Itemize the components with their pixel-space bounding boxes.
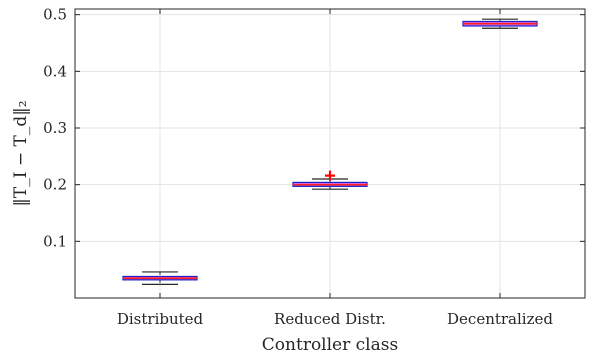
y-tick-label: 0.4 [43,62,67,80]
box-decentralized [462,18,538,29]
y-tick-label: 0.5 [43,6,67,24]
y-tick-label: 0.2 [43,176,67,194]
grid [75,9,585,298]
x-tick-label: Distributed [117,310,204,328]
boxes [122,18,538,285]
box-reduced-distr [292,170,368,190]
y-axis-ticks: 0.1 0.2 0.3 0.4 0.5 [43,6,585,250]
y-tick-label: 0.1 [43,232,67,250]
plot-frame [74,8,586,299]
x-axis-ticks: Distributed Reduced Distr. Decentralized [117,9,553,328]
box-distributed [122,271,198,285]
y-axis-label-text: ‖T_I − T_d‖₂ [11,100,31,206]
x-tick-label: Reduced Distr. [274,310,386,328]
x-tick-label: Decentralized [447,310,553,328]
y-axis-label: ‖T_I − T_d‖₂ [11,100,31,206]
x-axis-label: Controller class [262,335,398,355]
y-tick-label: 0.3 [43,119,67,137]
